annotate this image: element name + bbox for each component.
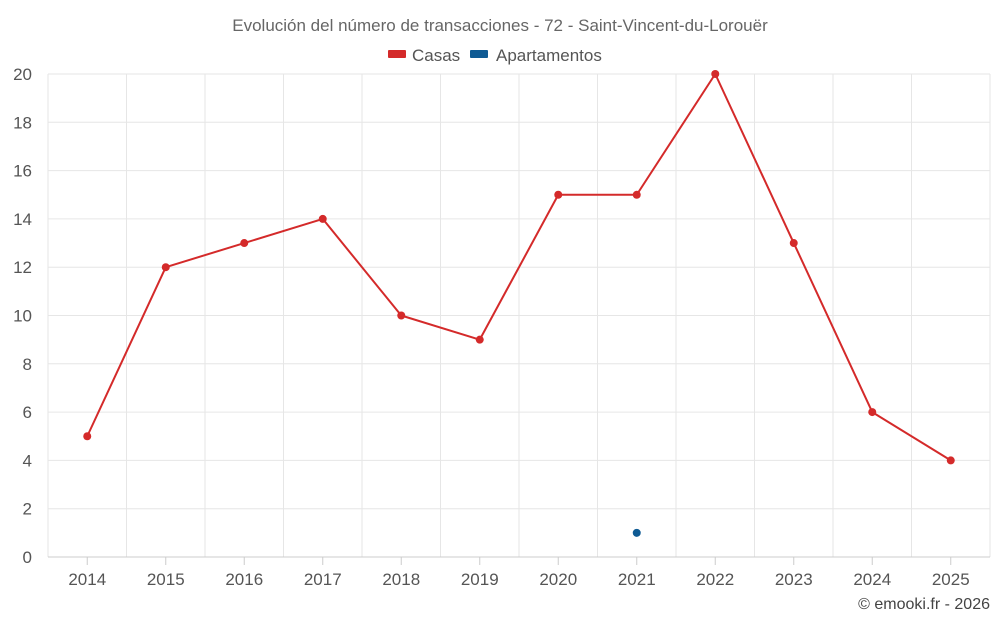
- data-point-casas[interactable]: [161, 263, 170, 272]
- legend-swatch-apartamentos: [470, 50, 488, 58]
- series-casas: [83, 70, 955, 465]
- y-tick-label: 8: [23, 355, 32, 374]
- data-point-casas[interactable]: [554, 190, 563, 199]
- x-tick-label: 2022: [696, 570, 734, 589]
- data-point-casas[interactable]: [83, 432, 92, 441]
- x-tick-label: 2020: [539, 570, 577, 589]
- data-point-casas[interactable]: [868, 408, 877, 417]
- legend-swatch-casas: [388, 50, 406, 58]
- legend-item-casas[interactable]: Casas: [388, 46, 460, 65]
- y-tick-label: 18: [13, 113, 32, 132]
- data-point-casas[interactable]: [789, 239, 798, 248]
- series-apartamentos: [632, 528, 641, 537]
- data-point-casas[interactable]: [632, 190, 641, 199]
- y-tick-label: 14: [13, 210, 32, 229]
- data-point-apartamentos[interactable]: [632, 528, 641, 537]
- chart-title: Evolución del número de transacciones - …: [232, 16, 768, 35]
- x-tick-label: 2016: [225, 570, 263, 589]
- series-line-casas: [86, 73, 952, 462]
- y-tick-label: 4: [23, 451, 32, 470]
- x-tick-label: 2023: [775, 570, 813, 589]
- legend: Casas Apartamentos: [388, 46, 602, 65]
- x-tick-label: 2021: [618, 570, 656, 589]
- x-tick-label: 2024: [853, 570, 891, 589]
- data-point-casas[interactable]: [711, 70, 720, 78]
- gridlines: [47, 73, 991, 557]
- x-tick-label: 2018: [382, 570, 420, 589]
- data-point-casas[interactable]: [946, 456, 955, 465]
- legend-label-apartamentos: Apartamentos: [496, 46, 602, 65]
- data-point-casas[interactable]: [397, 311, 406, 320]
- y-tick-label: 10: [13, 307, 32, 326]
- data-point-casas[interactable]: [240, 239, 249, 248]
- x-tick-label: 2017: [304, 570, 342, 589]
- x-tick-label: 2015: [147, 570, 185, 589]
- data-point-casas[interactable]: [475, 335, 484, 344]
- y-tick-label: 12: [13, 258, 32, 277]
- y-tick-label: 16: [13, 162, 32, 181]
- y-tick-label: 0: [23, 548, 32, 567]
- x-tick-label: 2014: [68, 570, 106, 589]
- series-layer: [83, 70, 955, 537]
- x-axis-ticks: 2014 2015 2016 2017 2018 2019 2020 2021 2022 2023…: [68, 557, 970, 589]
- legend-item-apartamentos[interactable]: Apartamentos: [470, 46, 602, 65]
- y-axis-ticks: 0 2 4 6 8 10 12 14 16 18 20: [13, 65, 32, 567]
- y-tick-label: 2: [23, 500, 32, 519]
- credit-text: © emooki.fr - 2026: [858, 596, 990, 613]
- data-point-casas[interactable]: [318, 214, 327, 223]
- y-tick-label: 6: [23, 403, 32, 422]
- y-tick-label: 20: [13, 65, 32, 84]
- x-tick-label: 2019: [461, 570, 499, 589]
- legend-label-casas: Casas: [412, 46, 460, 65]
- x-tick-label: 2025: [932, 570, 970, 589]
